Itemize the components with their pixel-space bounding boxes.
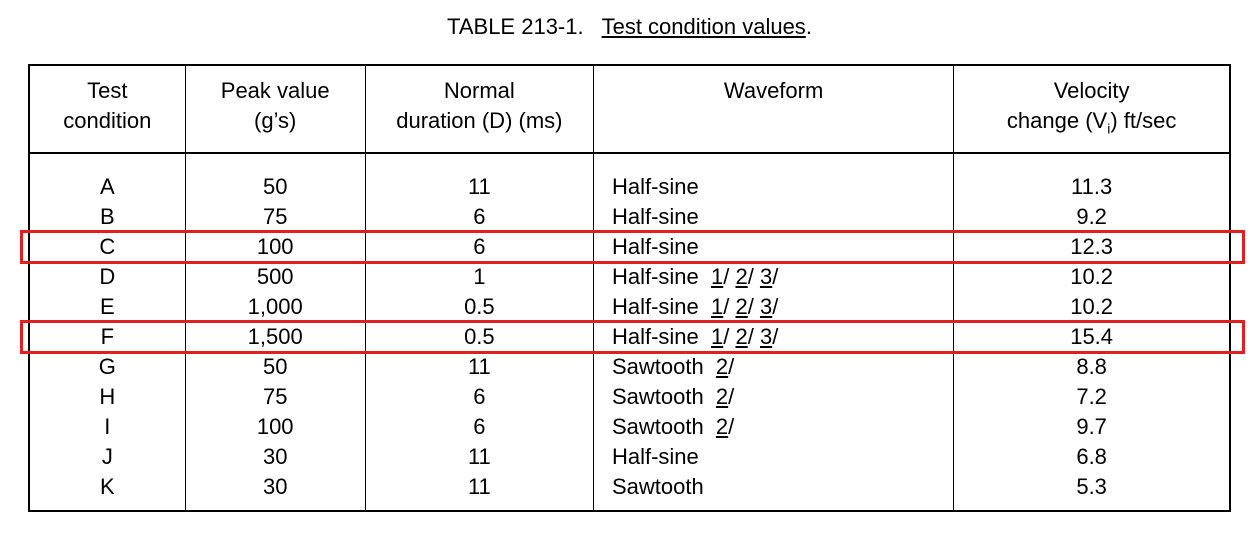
cell-cond: K [29,472,185,511]
table-row: D5001Half-sine 1/ 2/ 3/10.2 [29,262,1230,292]
cell-wave: Half-sine [593,172,953,202]
cell-vel: 12.3 [954,232,1230,262]
column-header-dur: Normalduration (D) (ms) [365,65,593,153]
cell-peak: 500 [185,262,365,292]
cell-peak: 75 [185,202,365,232]
cell-peak: 50 [185,352,365,382]
table-row: I1006Sawtooth 2/9.7 [29,412,1230,442]
table-row: G5011Sawtooth 2/8.8 [29,352,1230,382]
cell-vel: 9.7 [954,412,1230,442]
cell-wave: Sawtooth 2/ [593,382,953,412]
caption-title: Test condition values [602,14,806,39]
cell-wave: Half-sine 1/ 2/ 3/ [593,322,953,352]
cell-vel: 15.4 [954,322,1230,352]
table-row: J3011Half-sine6.8 [29,442,1230,472]
table-row: E1,0000.5Half-sine 1/ 2/ 3/10.2 [29,292,1230,322]
cell-cond: G [29,352,185,382]
column-header-wave: Waveform [593,65,953,153]
table-row: C1006Half-sine12.3 [29,232,1230,262]
cell-cond: F [29,322,185,352]
cell-cond: J [29,442,185,472]
cell-peak: 30 [185,442,365,472]
table-row: H756Sawtooth 2/7.2 [29,382,1230,412]
cell-cond: H [29,382,185,412]
cell-peak: 100 [185,232,365,262]
cell-peak: 1,000 [185,292,365,322]
column-header-peak: Peak value(g’s) [185,65,365,153]
cell-wave: Half-sine [593,442,953,472]
table-row: A5011Half-sine11.3 [29,172,1230,202]
caption-label: TABLE 213-1. [447,14,584,39]
table-row: F1,5000.5Half-sine 1/ 2/ 3/15.4 [29,322,1230,352]
cell-dur: 0.5 [365,292,593,322]
cell-wave: Half-sine 1/ 2/ 3/ [593,292,953,322]
cell-vel: 11.3 [954,172,1230,202]
column-header-vel: Velocitychange (Vi) ft/sec [954,65,1230,153]
cell-wave: Half-sine [593,202,953,232]
cell-peak: 1,500 [185,322,365,352]
cell-dur: 0.5 [365,322,593,352]
cell-wave: Sawtooth 2/ [593,352,953,382]
cell-vel: 10.2 [954,262,1230,292]
cell-dur: 6 [365,202,593,232]
cell-cond: D [29,262,185,292]
cell-wave: Half-sine [593,232,953,262]
cell-dur: 6 [365,232,593,262]
cell-vel: 8.8 [954,352,1230,382]
cell-peak: 100 [185,412,365,442]
table-row: B756Half-sine9.2 [29,202,1230,232]
table-caption: TABLE 213-1. Test condition values. [0,14,1259,40]
column-header-cond: Testcondition [29,65,185,153]
cell-wave: Half-sine 1/ 2/ 3/ [593,262,953,292]
test-condition-table: TestconditionPeak value(g’s)Normaldurati… [28,64,1231,512]
cell-vel: 10.2 [954,292,1230,322]
cell-cond: A [29,172,185,202]
cell-cond: B [29,202,185,232]
cell-vel: 5.3 [954,472,1230,511]
cell-dur: 1 [365,262,593,292]
cell-vel: 6.8 [954,442,1230,472]
cell-peak: 50 [185,172,365,202]
table-container: TestconditionPeak value(g’s)Normaldurati… [28,64,1231,512]
cell-vel: 9.2 [954,202,1230,232]
caption-trailing: . [806,14,812,39]
cell-dur: 11 [365,172,593,202]
cell-wave: Sawtooth 2/ [593,412,953,442]
cell-peak: 75 [185,382,365,412]
cell-dur: 6 [365,412,593,442]
cell-cond: C [29,232,185,262]
table-header-row: TestconditionPeak value(g’s)Normaldurati… [29,65,1230,153]
cell-peak: 30 [185,472,365,511]
cell-cond: I [29,412,185,442]
cell-dur: 11 [365,442,593,472]
table-spacer-row [29,153,1230,172]
cell-cond: E [29,292,185,322]
table-body: A5011Half-sine11.3B756Half-sine9.2C1006H… [29,153,1230,511]
cell-dur: 11 [365,352,593,382]
table-row: K3011Sawtooth5.3 [29,472,1230,511]
cell-dur: 6 [365,382,593,412]
cell-vel: 7.2 [954,382,1230,412]
cell-wave: Sawtooth [593,472,953,511]
cell-dur: 11 [365,472,593,511]
